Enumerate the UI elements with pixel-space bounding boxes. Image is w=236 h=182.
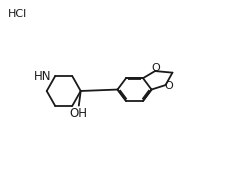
- Text: O: O: [164, 81, 173, 91]
- Text: OH: OH: [70, 107, 88, 120]
- Text: HN: HN: [34, 70, 52, 82]
- Text: O: O: [151, 64, 160, 73]
- Text: HCl: HCl: [8, 9, 28, 19]
